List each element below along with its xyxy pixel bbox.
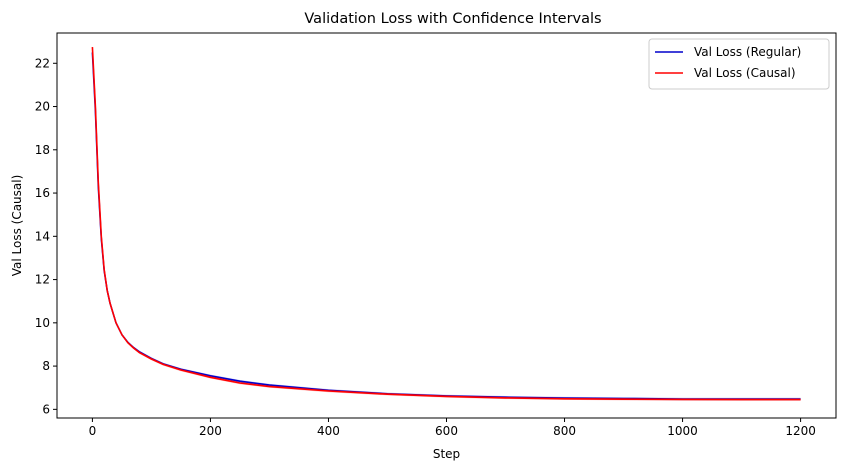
legend: Val Loss (Regular) Val Loss (Causal) <box>648 38 830 90</box>
x-tick-label: 0 <box>89 424 97 438</box>
y-tick-label: 22 <box>35 56 50 70</box>
y-tick-label: 18 <box>35 143 50 157</box>
x-axis: 0 200 400 600 800 1000 1200 <box>89 418 816 438</box>
x-tick-label: 1200 <box>785 424 816 438</box>
x-tick-label: 1000 <box>667 424 698 438</box>
x-tick-label: 600 <box>435 424 458 438</box>
y-tick-label: 14 <box>35 229 50 243</box>
legend-box <box>648 38 830 90</box>
legend-label: Val Loss (Causal) <box>694 66 796 80</box>
y-tick-label: 16 <box>35 186 50 200</box>
y-axis: 6 8 10 12 14 16 18 20 22 <box>35 56 57 416</box>
x-tick-label: 800 <box>553 424 576 438</box>
y-axis-label: Val Loss (Causal) <box>10 175 24 277</box>
legend-label: Val Loss (Regular) <box>694 45 801 59</box>
x-axis-label: Step <box>433 447 460 461</box>
chart-title: Validation Loss with Confidence Interval… <box>304 11 601 27</box>
y-tick-label: 10 <box>35 316 50 330</box>
y-tick-label: 6 <box>42 402 50 416</box>
y-tick-label: 8 <box>42 359 50 373</box>
x-tick-label: 400 <box>317 424 340 438</box>
series-layer <box>91 45 801 401</box>
ci-band-1 <box>92 45 801 401</box>
x-tick-label: 200 <box>199 424 222 438</box>
y-tick-label: 20 <box>35 100 50 114</box>
y-tick-label: 12 <box>35 273 50 287</box>
series-line-1 <box>91 47 801 401</box>
